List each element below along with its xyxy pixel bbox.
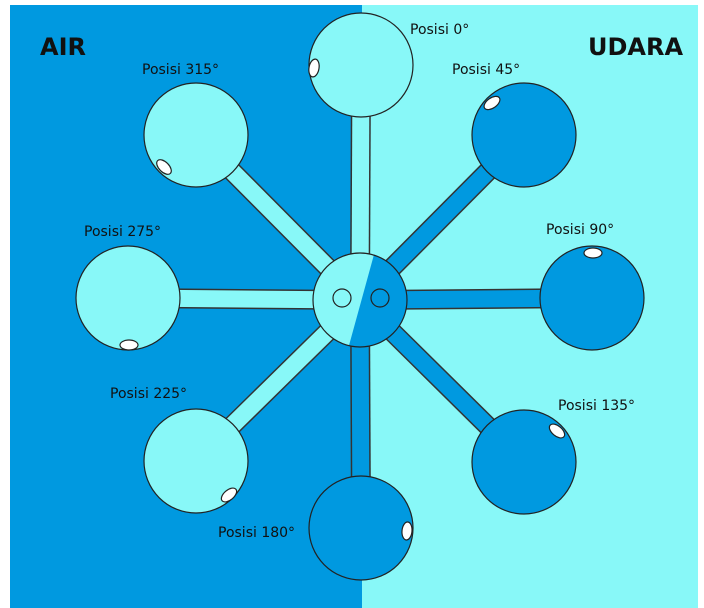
ball bbox=[308, 12, 414, 118]
position-label: Posisi 315° bbox=[142, 62, 219, 78]
water-label: AIR bbox=[40, 33, 86, 61]
ball bbox=[471, 82, 577, 188]
hub-hole bbox=[370, 288, 390, 308]
bubble bbox=[548, 423, 566, 439]
position-label: Posisi 90° bbox=[546, 222, 614, 238]
hub-hole bbox=[332, 288, 352, 308]
balls bbox=[75, 12, 645, 581]
ball bbox=[75, 245, 181, 351]
ball bbox=[143, 82, 249, 188]
position-label: Posisi 0° bbox=[410, 22, 469, 38]
position-label: Posisi 225° bbox=[110, 386, 187, 402]
hub-outline bbox=[312, 252, 408, 348]
bubble bbox=[483, 95, 501, 111]
bubble bbox=[220, 487, 238, 503]
bubble bbox=[583, 247, 603, 259]
ball bbox=[471, 409, 577, 515]
position-label: Posisi 135° bbox=[558, 398, 635, 414]
air-label: UDARA bbox=[588, 33, 683, 61]
ball bbox=[143, 408, 249, 514]
bubble bbox=[401, 521, 413, 541]
position-label: Posisi 275° bbox=[84, 224, 161, 240]
bubble bbox=[156, 159, 172, 175]
ball bbox=[308, 475, 414, 581]
position-label: Posisi 180° bbox=[218, 525, 295, 541]
bubble bbox=[308, 58, 320, 78]
ball bbox=[539, 245, 645, 351]
position-label: Posisi 45° bbox=[452, 62, 520, 78]
bubble bbox=[119, 339, 139, 351]
